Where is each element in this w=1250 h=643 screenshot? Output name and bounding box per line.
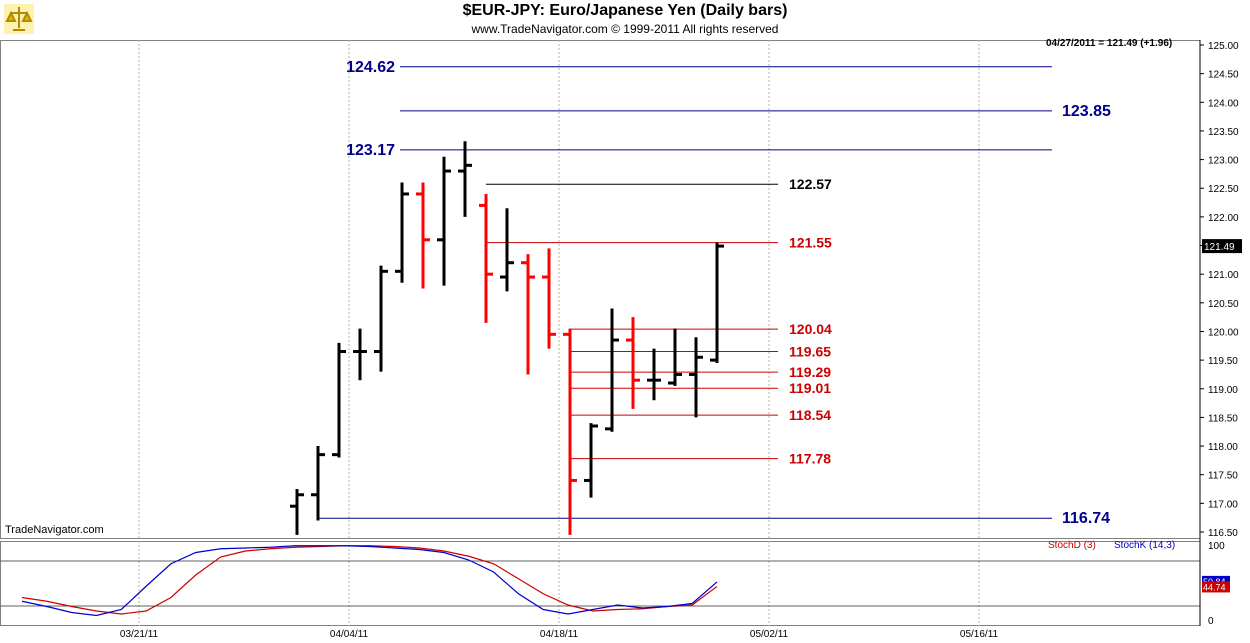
level-label: 119.29	[789, 364, 831, 380]
level-label: 121.55	[789, 235, 832, 251]
ohlc-bar	[437, 156, 451, 286]
y-tick-label: 122.00	[1208, 213, 1239, 224]
y-tick-label: 119.50	[1208, 356, 1238, 367]
ohlc-bar	[605, 308, 619, 432]
level-label: 124.62	[346, 59, 395, 76]
chart-subtitle: www.TradeNavigator.com © 1999-2011 All r…	[471, 22, 779, 36]
axis-layer: 03/21/11 04/04/11 04/18/11 05/02/11 05/16/11…	[120, 40, 1242, 640]
stoch-d-legend: StochD (3)	[1048, 540, 1096, 551]
x-tick-label: 03/21/11	[120, 629, 159, 640]
chart-title: $EUR-JPY: Euro/Japanese Yen (Daily bars)	[462, 2, 788, 19]
ohlc-bar	[500, 208, 514, 292]
level-label: 118.54	[789, 407, 831, 423]
y-tick-label: 116.50	[1208, 528, 1238, 539]
level-label: 123.17	[346, 142, 395, 159]
x-tick-label: 04/18/11	[540, 629, 579, 640]
level-label: 117.78	[789, 451, 831, 467]
stochastic-layer: StochD (3)StochK (14,3)50.8444.74	[21, 540, 1230, 617]
right-axis-bg	[1200, 40, 1250, 603]
ohlc-bar	[353, 328, 367, 381]
ohlc-bar	[710, 242, 724, 363]
ohlc-bar	[563, 328, 577, 535]
stoch-panel-frame	[0, 541, 1201, 626]
level-label: 122.57	[789, 176, 832, 192]
level-label: 119.01	[789, 380, 831, 396]
y-tick-label: 121.00	[1208, 270, 1239, 281]
x-tick-label: 04/04/11	[330, 629, 369, 640]
price-bars-layer	[290, 141, 724, 535]
x-tick-label: 05/02/11	[750, 629, 789, 640]
last-price-tag	[1202, 239, 1242, 254]
trade-navigator-logo-icon	[4, 4, 34, 34]
ohlc-bar	[542, 248, 556, 349]
ohlc-bar	[689, 337, 703, 418]
y-tick-label: 124.00	[1208, 98, 1239, 109]
ohlc-bar	[458, 141, 472, 217]
level-label: 120.04	[789, 321, 832, 337]
ohlc-bar	[332, 342, 346, 458]
y-tick-label: 122.50	[1208, 184, 1239, 195]
y-tick-label: 118.00	[1208, 442, 1238, 453]
grid-layer	[0, 40, 1250, 626]
ohlc-bar	[416, 182, 430, 289]
ohlc-bar	[395, 182, 409, 283]
y-tick-label: 118.50	[1208, 413, 1238, 424]
price-panel-frame	[0, 40, 1201, 539]
stoch-d-tag-label: 44.74	[1203, 582, 1226, 592]
stoch-k-legend: StochK (14,3)	[1114, 540, 1175, 551]
ohlc-bar	[584, 423, 598, 498]
x-tick-label: 05/16/11	[960, 629, 999, 640]
y-tick-label: 117.00	[1208, 499, 1238, 510]
y-tick-label: 123.50	[1208, 127, 1239, 138]
level-label: 119.65	[789, 344, 831, 360]
ohlc-bar	[479, 193, 493, 323]
y-tick-label: 119.00	[1208, 385, 1238, 396]
stoch-y-tick-label: 0	[1208, 616, 1214, 627]
stoch-series-line	[21, 545, 718, 617]
stoch-series-line	[21, 545, 718, 615]
ohlc-bar	[647, 348, 661, 401]
level-label: 116.74	[1062, 510, 1110, 527]
ohlc-bar	[668, 328, 682, 386]
y-tick-label: 124.50	[1208, 70, 1239, 81]
y-tick-label: 120.00	[1208, 327, 1239, 338]
last-price-tag-label: 121.49	[1204, 242, 1235, 253]
ohlc-bar	[626, 317, 640, 409]
stoch-k-tag	[1202, 575, 1230, 587]
price-quote: 04/27/2011 = 121.49 (+1.96)	[1046, 38, 1172, 49]
y-tick-label: 120.50	[1208, 299, 1239, 310]
stoch-y-tick-label: 100	[1208, 541, 1225, 552]
levels-layer: 124.62 123.85 123.17 122.57 121.55 120.04 119.…	[318, 59, 1111, 527]
level-label: 123.85	[1062, 103, 1111, 120]
ohlc-bar	[521, 254, 535, 375]
y-tick-label: 117.50	[1208, 471, 1238, 482]
ohlc-bar	[290, 489, 304, 535]
y-tick-label: 125.00	[1208, 41, 1239, 52]
watermark: TradeNavigator.com	[5, 524, 104, 536]
ohlc-bar	[311, 446, 325, 521]
y-tick-label: 123.00	[1208, 156, 1239, 167]
stoch-d-tag	[1202, 581, 1230, 593]
ohlc-bar	[374, 265, 388, 372]
